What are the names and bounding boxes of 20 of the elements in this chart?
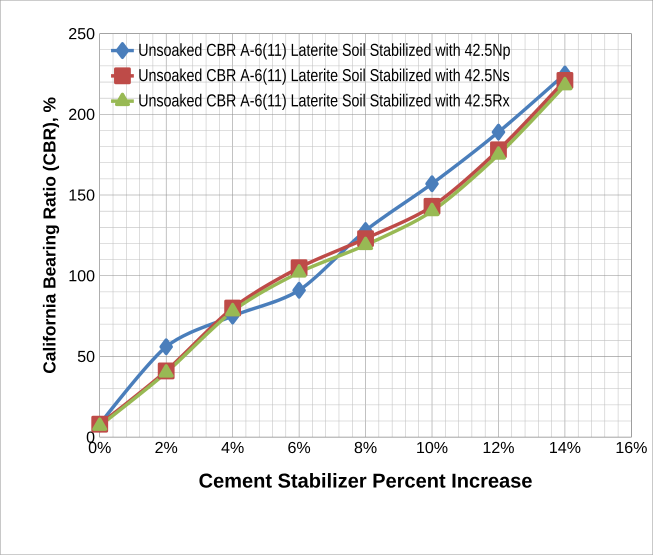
- x-tick-label: 10%: [417, 442, 448, 454]
- x-tick-label: 14%: [550, 442, 580, 454]
- x-tick-label: 16%: [616, 442, 647, 454]
- x-tick-label: 0%: [88, 442, 111, 454]
- x-tick-label: 12%: [484, 442, 514, 454]
- x-axis-title: Cement Stabilizer Percent Increase: [199, 473, 532, 488]
- x-tick-label: 4%: [221, 442, 244, 454]
- legend-label: Unsoaked CBR A-6(11) Laterite Soil Stabilized with 42.5Ns: [139, 68, 510, 85]
- x-tick-label: 6%: [288, 442, 310, 454]
- y-tick-label: 150: [70, 189, 94, 201]
- y-tick-label: 200: [69, 108, 94, 120]
- legend-label: Unsoaked CBR A-6(11) Laterite Soil Stabilized with 42.5Np: [139, 43, 510, 60]
- legend-label: Unsoaked CBR A-6(11) Laterite Soil Stabilized with 42.5Rx: [139, 94, 510, 110]
- y-axis-title: California Bearing Ratio (CBR), %: [42, 98, 60, 374]
- y-tick-label: 250: [69, 28, 94, 40]
- x-tick-label: 2%: [155, 442, 178, 454]
- x-tick-label: 8%: [354, 442, 377, 454]
- y-tick-label: 0: [86, 432, 94, 443]
- y-tick-label: 100: [70, 270, 94, 282]
- y-tick-label: 50: [78, 350, 94, 362]
